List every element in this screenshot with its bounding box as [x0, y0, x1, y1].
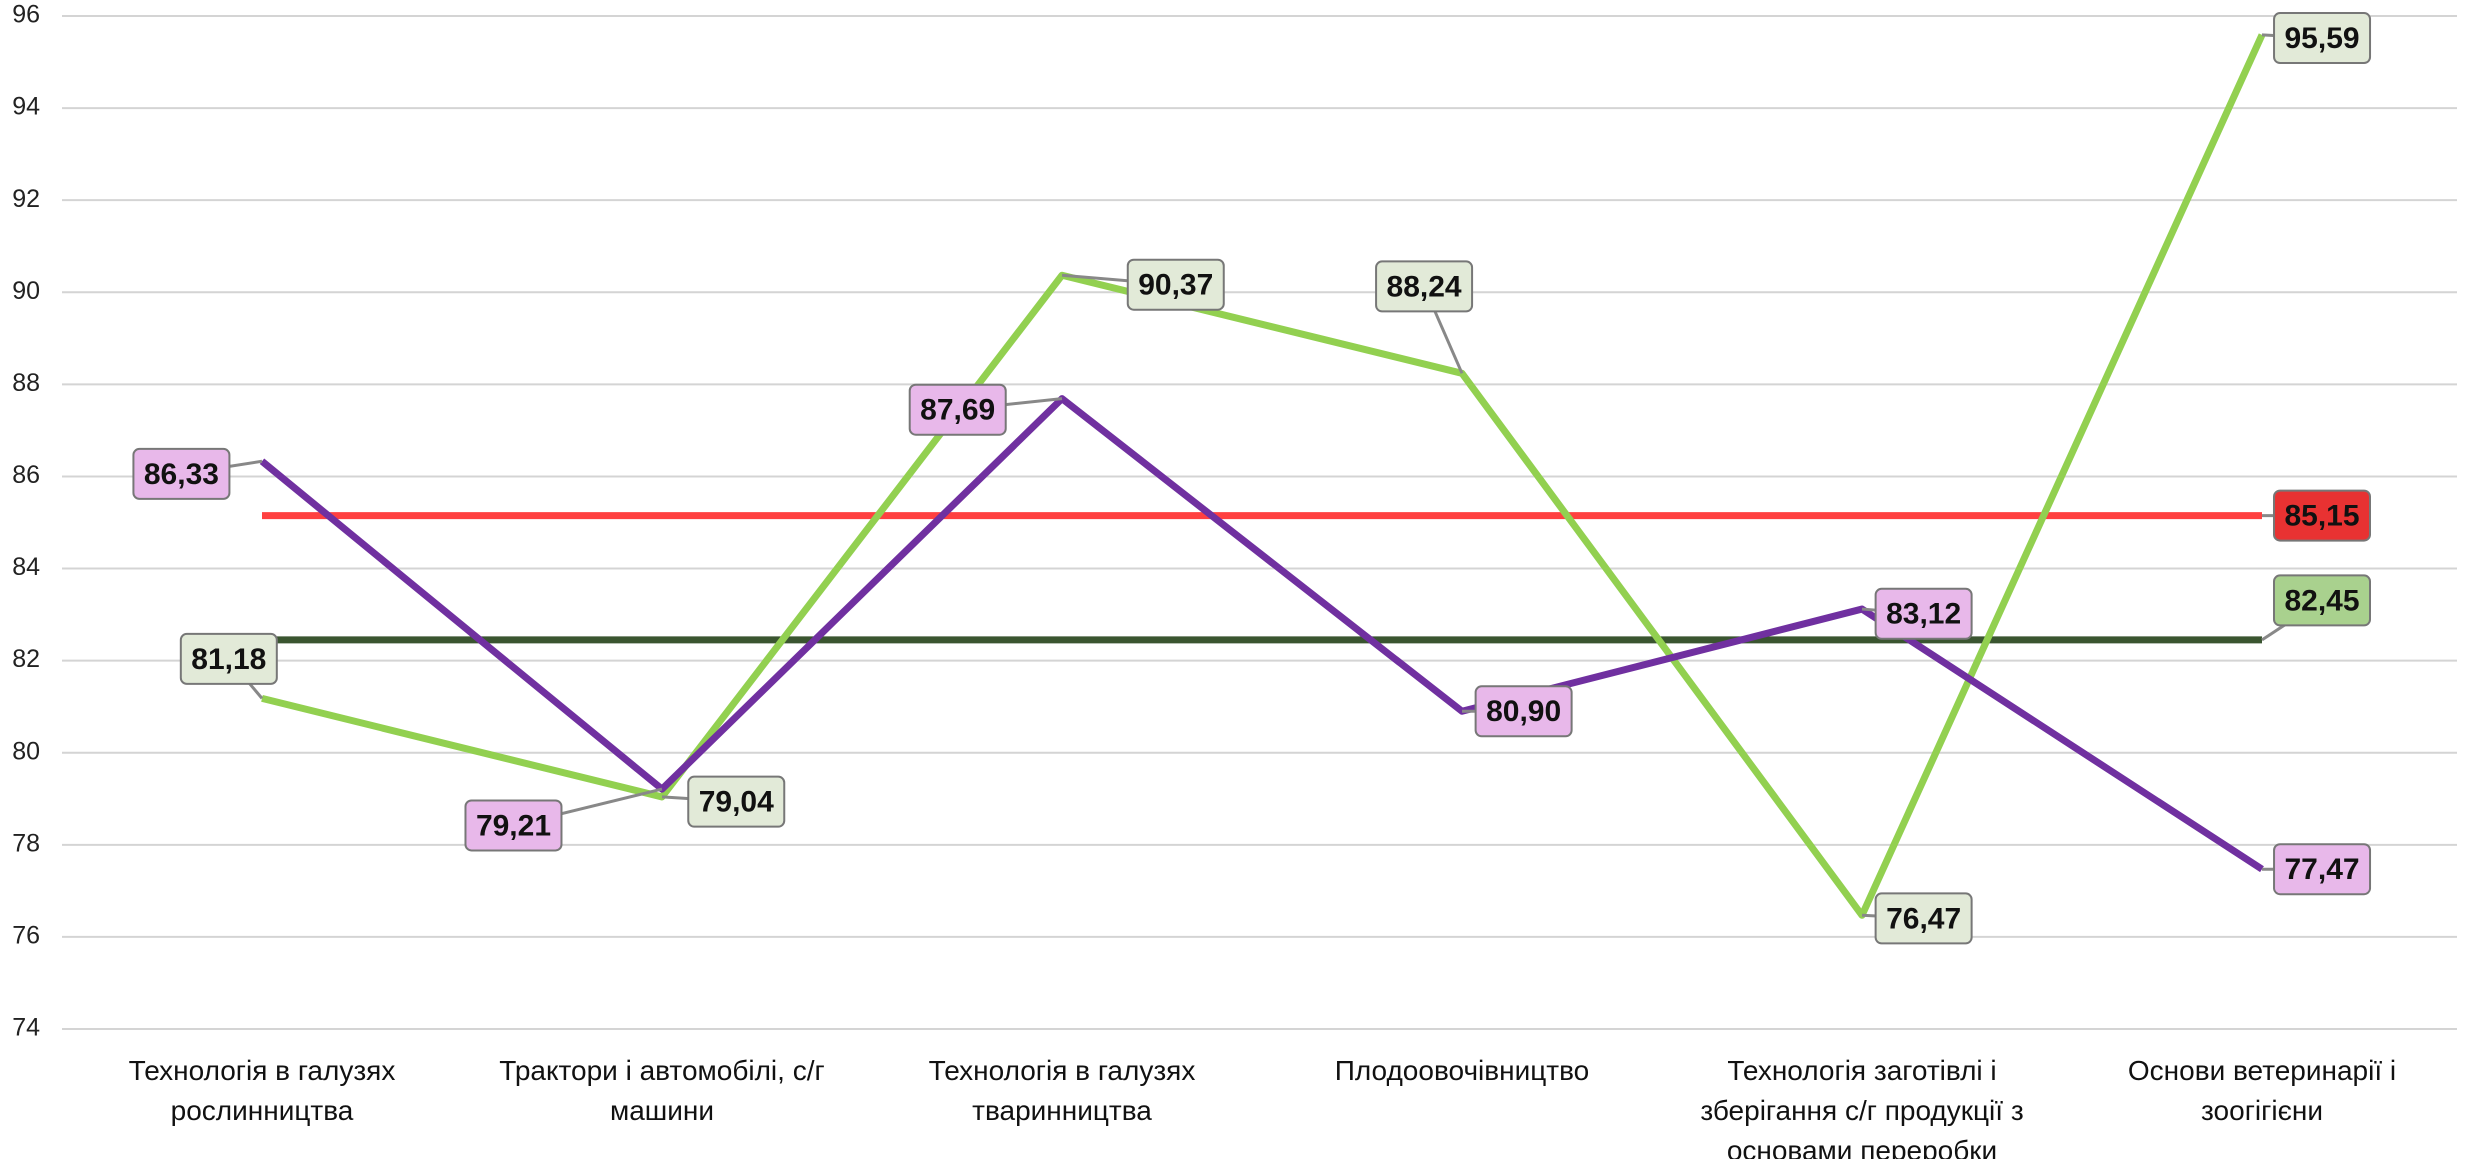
- y-tick-label: 90: [12, 277, 40, 305]
- label-box: [1874, 587, 1973, 640]
- data-label: 79,04: [699, 786, 774, 819]
- label-box: [2273, 489, 2371, 542]
- series-line: [259, 395, 2264, 873]
- y-tick-label: 92: [12, 185, 40, 213]
- data-label: 86,33: [144, 458, 219, 491]
- data-label: 77,47: [2285, 853, 2360, 886]
- data-label: 95,59: [2285, 22, 2360, 55]
- data-label: 87,69: [920, 394, 995, 427]
- label-box: [687, 775, 786, 828]
- x-tick-label: Плодоовочівництво: [1334, 1055, 1590, 1086]
- data-label: 80,90: [1486, 695, 1561, 728]
- label-box: [464, 799, 563, 852]
- y-tick-label: 84: [12, 553, 40, 581]
- label-box: [1474, 685, 1573, 738]
- label-box: [908, 383, 1007, 436]
- reference-label: 85,15: [2284, 500, 2359, 533]
- x-tick-label: Основи ветеринарії і зоогігієни: [2127, 1055, 2397, 1126]
- label-box: [2273, 12, 2372, 65]
- reference-label: 82,45: [2284, 584, 2359, 617]
- y-tick-label: 86: [12, 461, 40, 489]
- x-tick-label: Технологія в галузях тваринництва: [928, 1055, 1196, 1126]
- label-box: [132, 447, 231, 500]
- label-box: [179, 632, 278, 685]
- series-line: [261, 33, 2266, 919]
- y-tick-label: 96: [12, 1, 40, 29]
- y-tick-label: 74: [12, 1014, 40, 1042]
- y-tick-label: 80: [12, 737, 40, 765]
- data-label: 90,37: [1138, 269, 1213, 302]
- label-box: [2273, 843, 2372, 896]
- data-label: 79,21: [476, 809, 551, 842]
- y-tick-label: 82: [12, 645, 40, 673]
- y-tick-label: 76: [12, 922, 40, 950]
- label-box: [1126, 258, 1225, 311]
- y-tick-label: 94: [12, 93, 40, 121]
- x-tick-label: Технологія заготівлі і зберігання с/г пр…: [1700, 1055, 2024, 1159]
- y-tick-label: 88: [12, 369, 40, 397]
- data-label: 81,18: [191, 643, 266, 676]
- x-tick-label: Технологія в галузях рослинництва: [128, 1055, 396, 1126]
- label-box: [1375, 260, 1474, 313]
- data-label: 76,47: [1886, 902, 1961, 935]
- label-box: [2273, 574, 2371, 627]
- data-label: 88,24: [1387, 270, 1462, 303]
- label-box: [1874, 892, 1973, 945]
- data-label: 83,12: [1886, 598, 1961, 631]
- x-tick-label: Трактори і автомобілі, с/г машини: [499, 1055, 825, 1126]
- y-tick-label: 78: [12, 829, 40, 857]
